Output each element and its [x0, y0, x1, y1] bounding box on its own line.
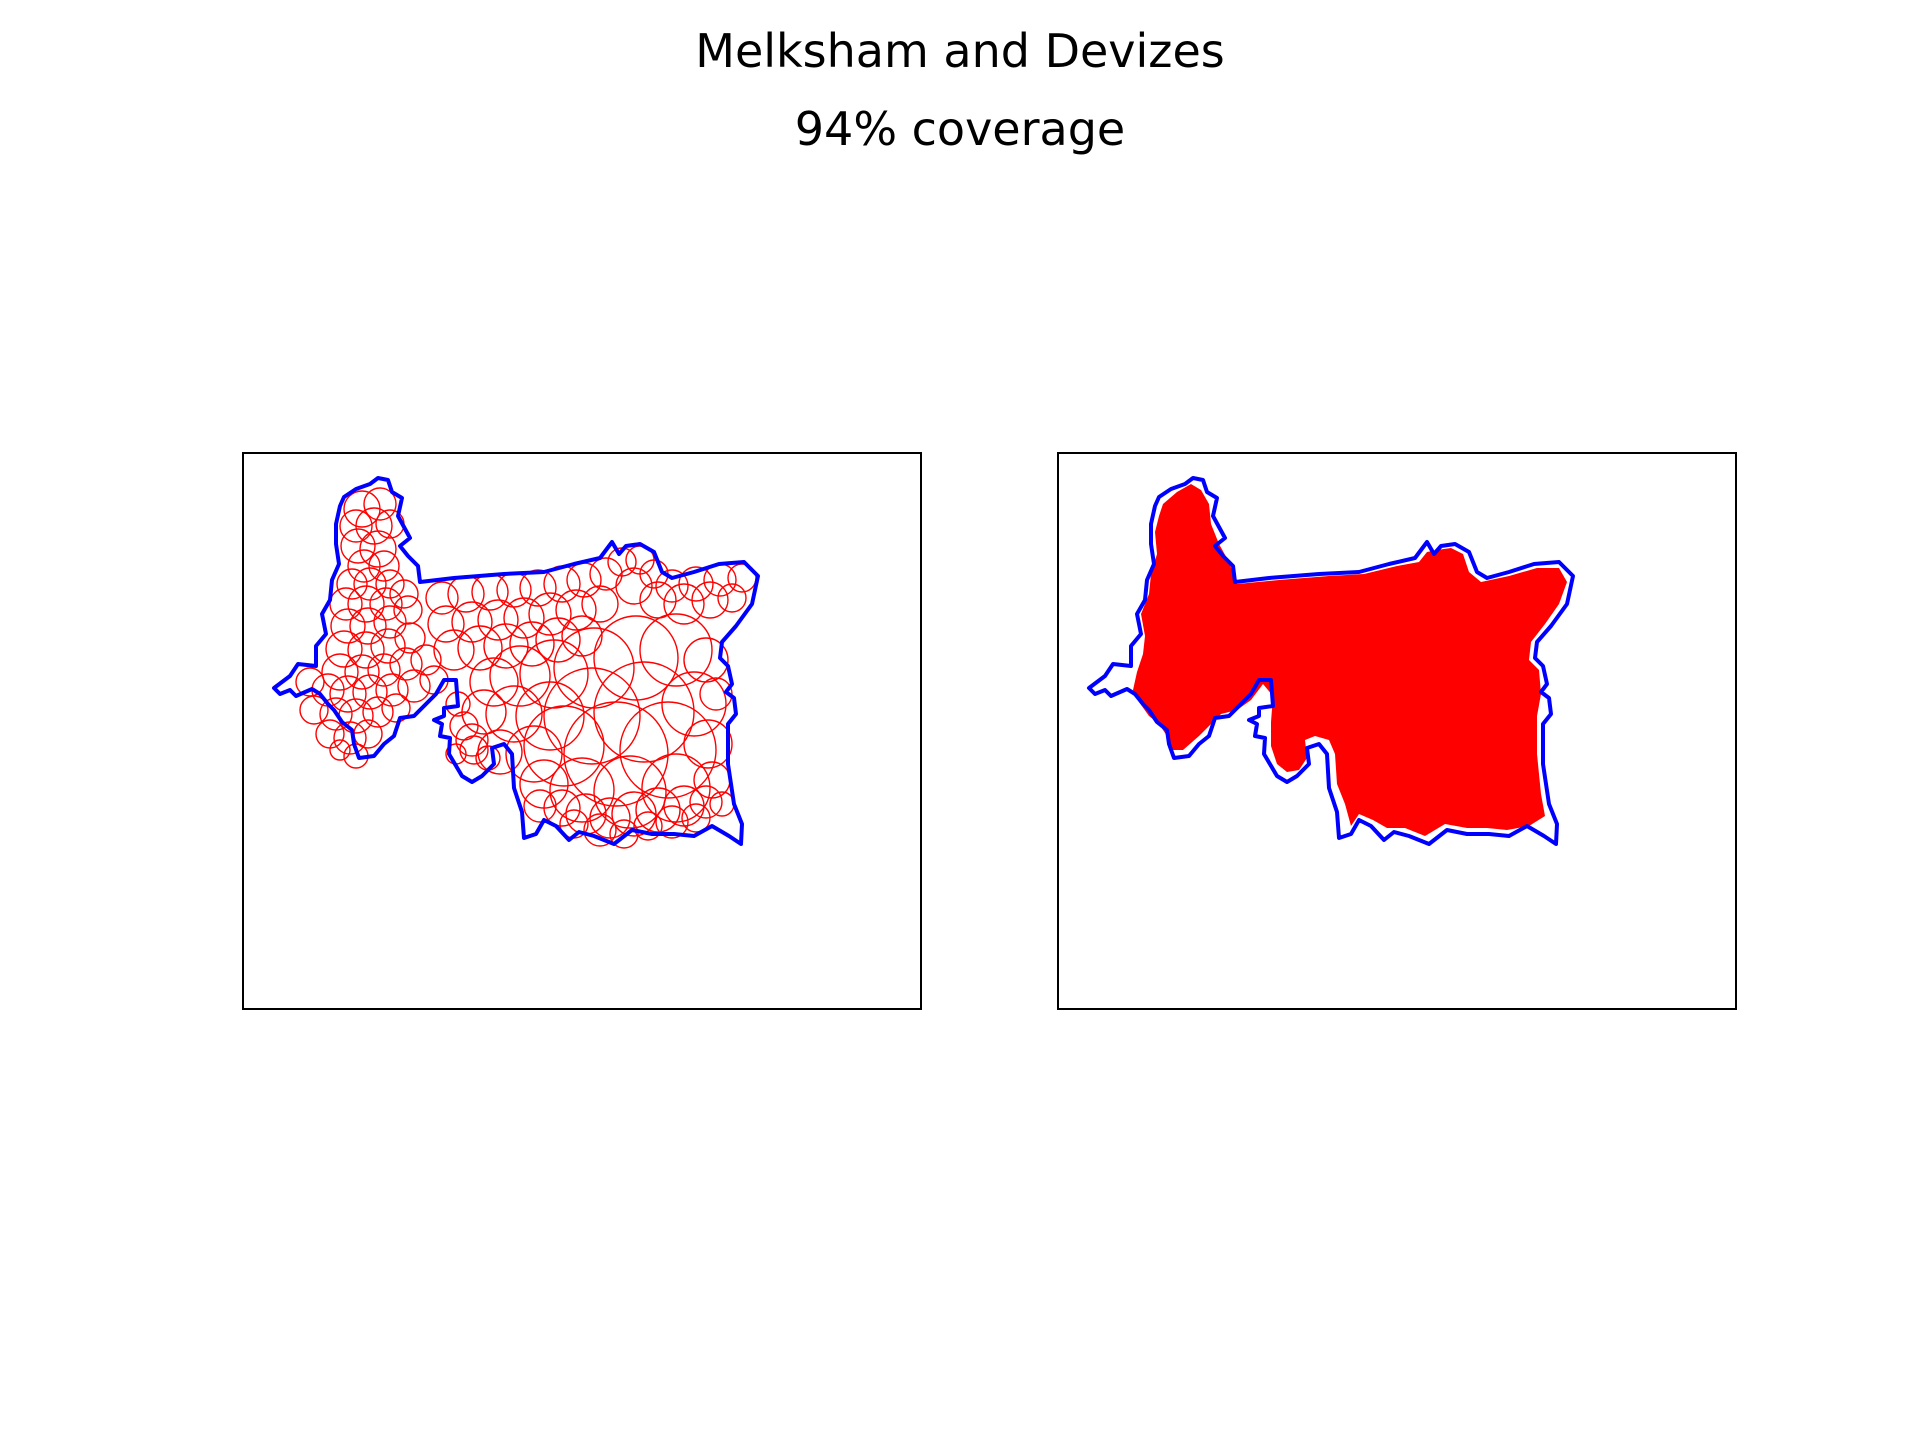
coverage-circle [489, 645, 551, 707]
coverage-circle [635, 787, 681, 833]
coverage-circle [355, 507, 393, 545]
coverage-circle [477, 599, 519, 641]
coverage-circle [381, 693, 411, 723]
coverage-circle [333, 721, 367, 755]
coverage-circle [299, 695, 329, 725]
coverage-circle [373, 605, 407, 639]
coverage-circle [347, 549, 381, 583]
coverage-circle [619, 701, 717, 799]
coverage-circle [639, 581, 677, 619]
coverage-circle [561, 615, 603, 657]
coverage-circle [503, 597, 545, 639]
coverage-circle [691, 581, 729, 619]
coverage-circle [427, 605, 465, 643]
filled-map-panel [1057, 452, 1737, 1010]
coverage-circle [343, 490, 381, 528]
coverage-circle [519, 639, 589, 709]
coverage-circle [717, 583, 747, 613]
coverage-circle [615, 567, 653, 605]
coverage-circle [369, 587, 403, 621]
coverage-circle [519, 759, 569, 809]
coverage-circle [523, 789, 557, 823]
coverage-circle [461, 689, 507, 735]
coverage-circle [336, 568, 368, 600]
coverage-circle [633, 811, 663, 841]
coverage-circle [681, 803, 711, 833]
coverage-fill [1133, 484, 1567, 836]
coverage-circle [483, 623, 529, 669]
coverage-circle [389, 647, 423, 681]
circles-map-panel [242, 452, 922, 1010]
coverage-circle [344, 654, 380, 690]
coverage-circle [370, 628, 406, 664]
coverage-circle [683, 719, 733, 769]
region-boundary [1087, 476, 1575, 846]
coverage-circle [397, 669, 431, 703]
coverage-circle [329, 675, 367, 713]
coverage-circle [363, 487, 397, 521]
coverage-circle [457, 625, 503, 671]
coverage-circle [459, 735, 489, 765]
coverage-circle [689, 785, 723, 819]
coverage-circle [393, 595, 423, 625]
coverage-circle [581, 585, 619, 623]
circles-map [272, 476, 760, 849]
coverage-circle [389, 579, 419, 609]
coverage-circle [321, 653, 359, 691]
coverage-circle [661, 671, 727, 737]
coverage-circle [315, 719, 345, 749]
coverage-circle [469, 657, 519, 707]
coverage-circle [519, 569, 557, 607]
coverage-circle [362, 696, 394, 728]
coverage-circle [340, 528, 376, 564]
filled-map [1087, 476, 1575, 846]
coverage-subtitle: 94% coverage [794, 102, 1126, 156]
coverage-circle [349, 607, 387, 645]
coverage-circle [347, 631, 385, 669]
coverage-circle [593, 661, 695, 763]
coverage-circle [352, 674, 388, 710]
coverage-circle [347, 585, 385, 623]
coverage-circle [375, 673, 409, 707]
coverage-circle [329, 739, 351, 761]
coverage-circle [455, 723, 489, 757]
coverage-circle [359, 530, 397, 568]
coverage-circle [368, 550, 400, 582]
coverage-circle [639, 613, 713, 687]
coverage-circle [339, 509, 373, 543]
coverage-circle [549, 757, 615, 823]
coverage-circle [663, 583, 705, 625]
coverage-circle [425, 581, 459, 615]
figure-title: Melksham and Devizes [695, 24, 1225, 78]
coverage-circle [515, 681, 585, 751]
coverage-circle [505, 725, 563, 783]
coverage-circle [433, 629, 475, 671]
coverage-circle [477, 729, 523, 775]
coverage-circle [528, 592, 572, 636]
coverage-circle [593, 615, 679, 701]
coverage-circles [295, 487, 757, 849]
coverage-circle [563, 701, 669, 807]
coverage-circle [593, 755, 667, 829]
coverage-circle [543, 789, 581, 827]
coverage-circle [523, 705, 605, 787]
coverage-circle [583, 813, 617, 847]
coverage-circle [325, 630, 363, 668]
coverage-circle [330, 608, 366, 644]
coverage-circle [471, 573, 509, 611]
coverage-circle [535, 617, 581, 663]
coverage-circle [655, 805, 689, 839]
region-boundary [272, 476, 760, 846]
coverage-circle [543, 667, 641, 765]
coverage-circle [609, 819, 639, 849]
coverage-circle [485, 685, 543, 743]
coverage-circle [509, 621, 555, 667]
coverage-circle [555, 589, 597, 631]
coverage-circle [655, 569, 689, 603]
coverage-circle [589, 557, 623, 591]
coverage-circle [367, 653, 401, 687]
coverage-circle [394, 622, 426, 654]
